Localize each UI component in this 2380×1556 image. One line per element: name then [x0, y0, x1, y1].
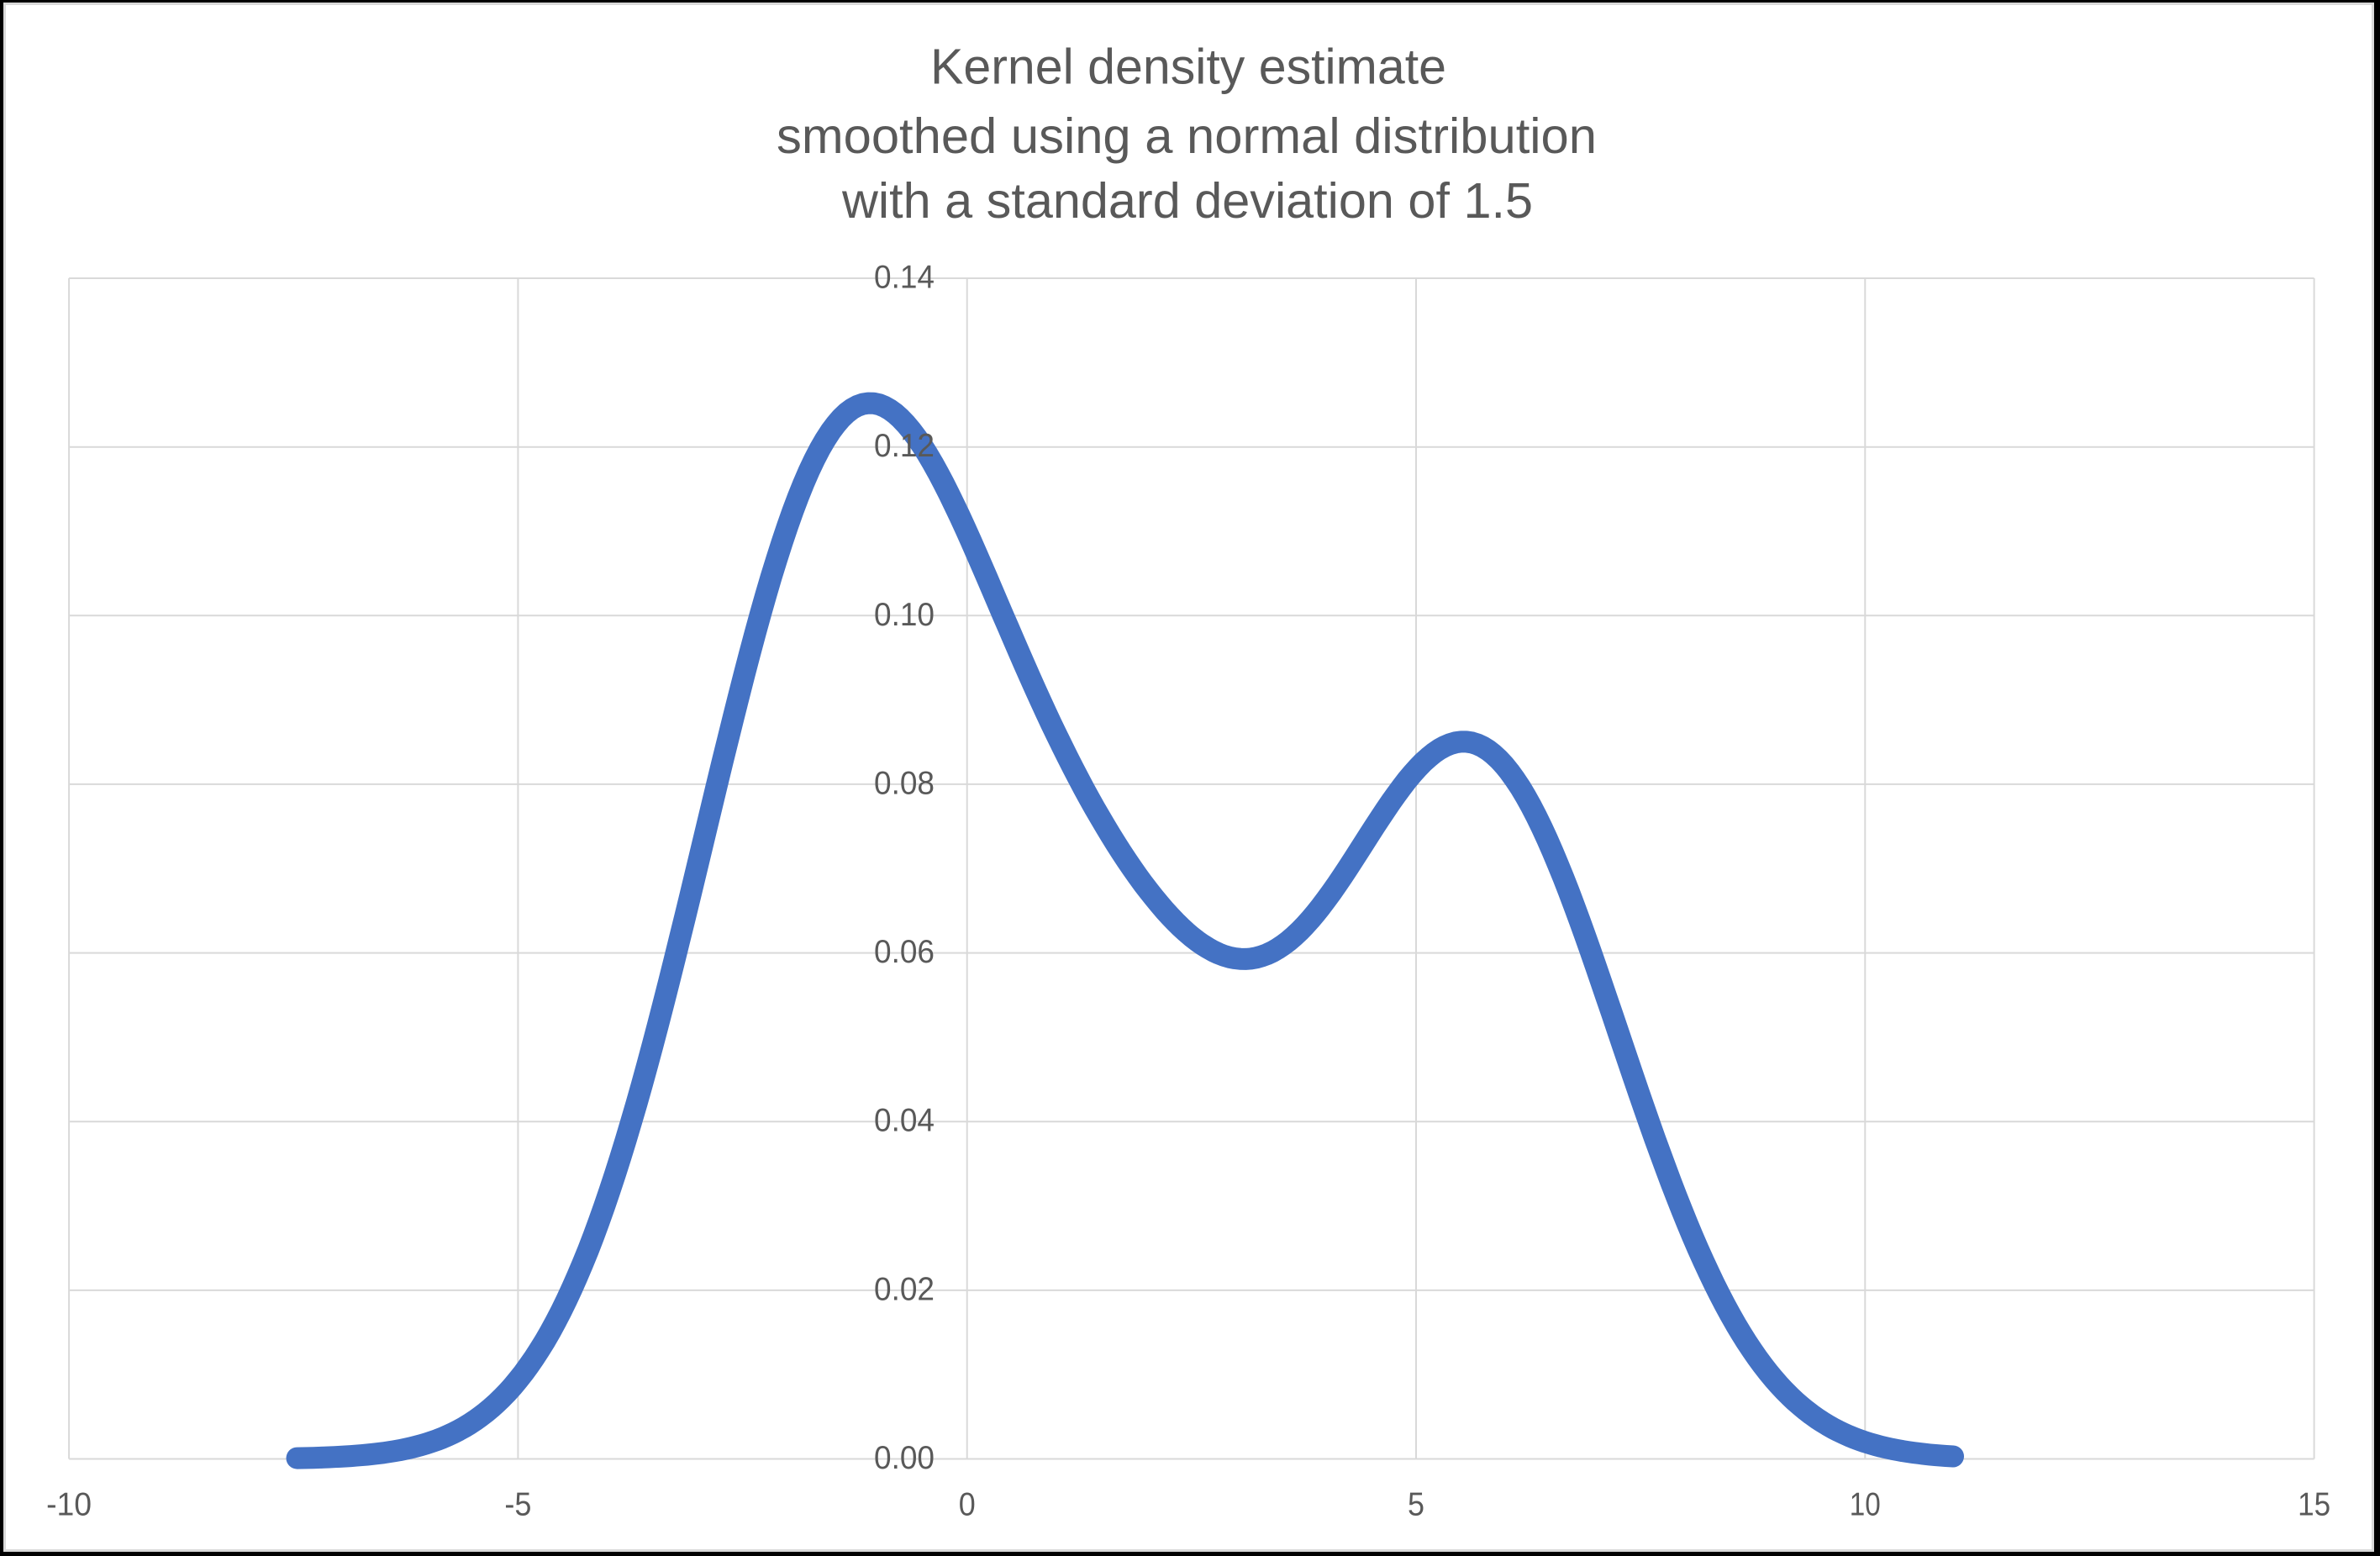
svg-text:15: 15 — [2298, 1487, 2330, 1523]
svg-text:with a standard deviation of 1: with a standard deviation of 1.5 — [841, 172, 1533, 229]
svg-text:smoothed using a normal distri: smoothed using a normal distribution — [777, 108, 1597, 164]
svg-text:10: 10 — [1850, 1487, 1881, 1523]
svg-text:0.14: 0.14 — [874, 260, 935, 296]
svg-text:0.08: 0.08 — [874, 765, 935, 801]
svg-text:0.02: 0.02 — [874, 1271, 935, 1307]
svg-text:0.06: 0.06 — [874, 934, 935, 970]
svg-text:0.04: 0.04 — [874, 1103, 935, 1139]
svg-text:0.00: 0.00 — [874, 1440, 935, 1476]
svg-text:Kernel density estimate: Kernel density estimate — [930, 39, 1446, 95]
svg-text:5: 5 — [1408, 1487, 1424, 1523]
svg-text:0: 0 — [959, 1487, 976, 1523]
svg-text:-10: -10 — [46, 1487, 92, 1523]
svg-text:0.10: 0.10 — [874, 597, 935, 633]
svg-text:0.12: 0.12 — [874, 428, 935, 464]
svg-text:-5: -5 — [504, 1487, 531, 1523]
